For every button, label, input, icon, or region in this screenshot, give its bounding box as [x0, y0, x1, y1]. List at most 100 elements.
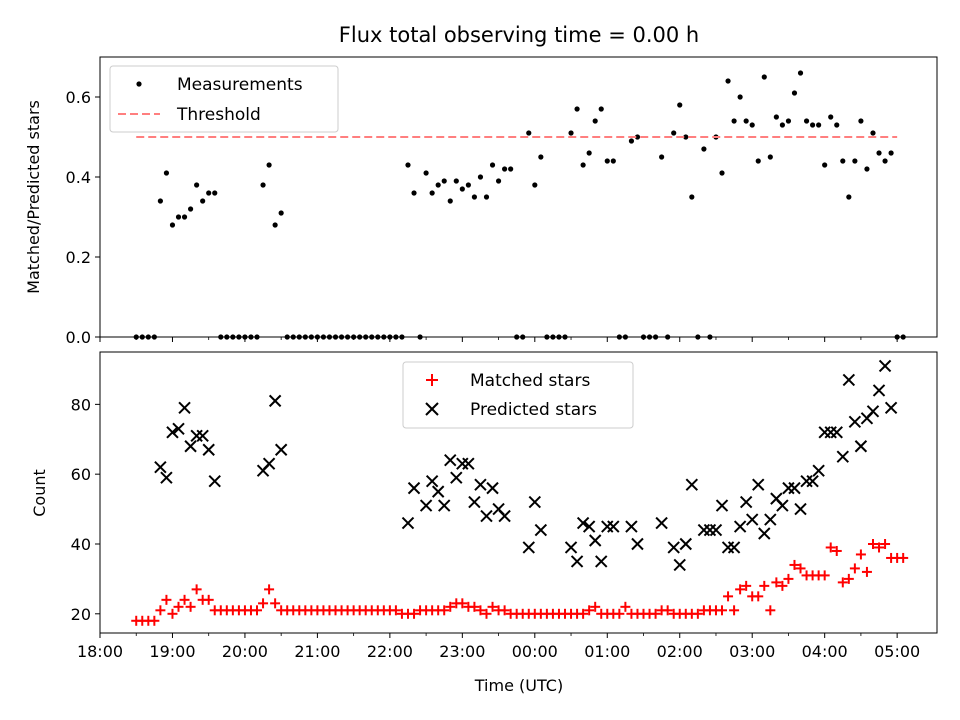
- measurement-point: [187, 206, 194, 212]
- predicted-stars-point: [528, 495, 542, 509]
- predicted-stars-point: [431, 485, 445, 498]
- x-tick-label: 01:00: [584, 642, 630, 661]
- measurement-point: [163, 170, 170, 176]
- top-legend: Measurements Threshold: [109, 65, 339, 133]
- predicted-stars-point: [667, 541, 680, 554]
- measurement-point: [194, 182, 200, 188]
- matched-stars-point: [855, 549, 866, 560]
- predicted-stars-point: [709, 523, 723, 537]
- top-legend-box: [109, 65, 339, 133]
- matched-stars-point: [445, 601, 456, 612]
- matched-stars-point: [390, 605, 401, 616]
- matched-stars-point: [499, 605, 510, 616]
- measurement-point: [761, 74, 767, 80]
- predicted-stars-point: [631, 537, 644, 551]
- measurement-point: [803, 118, 810, 124]
- bottom-legend-box: [402, 361, 634, 429]
- matched-stars-point: [167, 608, 178, 619]
- measurement-point: [453, 178, 459, 184]
- measurement-point: [791, 90, 798, 96]
- matched-stars-point: [759, 580, 770, 591]
- measurement-point: [592, 118, 598, 124]
- matched-stars-point: [765, 605, 776, 616]
- predicted-stars-point: [419, 499, 433, 512]
- measurement-point: [604, 158, 610, 164]
- measurement-point: [797, 70, 804, 76]
- predicted-stars-point: [830, 426, 843, 439]
- matched-stars-point: [777, 580, 788, 591]
- matched-stars-point: [723, 591, 734, 602]
- measurement-point: [489, 162, 496, 168]
- matched-stars-point: [861, 566, 872, 577]
- measurement-point: [683, 134, 689, 140]
- x-tick-label: 23:00: [439, 642, 485, 661]
- measurement-point: [441, 178, 447, 184]
- measurement-point: [659, 154, 665, 160]
- measurement-point: [580, 162, 586, 168]
- matched-stars-point: [191, 584, 202, 595]
- x-tick-label: 18:00: [77, 642, 123, 661]
- predicted-stars-point: [450, 471, 463, 484]
- matched-stars-point: [620, 601, 631, 612]
- measurement-point: [701, 146, 707, 152]
- predicted-stars-point: [812, 464, 825, 477]
- top-data-marks: [133, 70, 906, 340]
- measurement-point: [411, 190, 417, 196]
- measurement-point: [266, 162, 272, 168]
- predicted-stars-point: [854, 440, 868, 453]
- measurement-point: [773, 114, 779, 120]
- matched-stars-point: [692, 608, 703, 619]
- y-tick-label: 0.4: [66, 168, 91, 187]
- predicted-stars-point: [564, 541, 578, 554]
- y-tick-label: 20: [71, 605, 91, 624]
- matched-stars-point: [898, 552, 909, 563]
- predicted-stars-point: [438, 499, 451, 512]
- matched-stars-point: [173, 601, 184, 612]
- matched-stars-point: [409, 608, 420, 619]
- top-axes-frame: [99, 56, 938, 338]
- predicted-stars-point: [607, 520, 620, 533]
- measurement-point: [743, 118, 749, 124]
- predicted-stars-point: [746, 513, 759, 526]
- matched-stars-point: [880, 538, 891, 549]
- measurement-point: [477, 174, 484, 180]
- matched-stars-point: [874, 542, 885, 553]
- bottom-legend: Matched stars Predicted stars: [402, 361, 634, 429]
- measurement-point: [834, 122, 840, 128]
- matched-stars-point: [155, 605, 166, 616]
- matched-stars-point: [179, 594, 190, 605]
- y-tick-label: 0.2: [66, 248, 91, 267]
- measurement-point: [689, 194, 695, 200]
- measurement-point: [212, 190, 218, 196]
- predicted-stars-point: [474, 478, 487, 491]
- measurement-point: [858, 118, 864, 124]
- measurement-point: [767, 154, 773, 160]
- predicted-stars-point: [268, 394, 282, 408]
- y-tick-label: 60: [71, 465, 91, 484]
- predicted-stars-point: [776, 499, 789, 512]
- matched-stars-point: [729, 605, 740, 616]
- matched-stars-point: [475, 605, 486, 616]
- matched-stars-point: [578, 608, 589, 619]
- predicted-stars-point: [425, 474, 439, 488]
- predicted-stars-point: [208, 474, 221, 488]
- measurement-point: [260, 182, 266, 188]
- predicted-stars-point: [595, 555, 608, 568]
- measurement-point: [508, 166, 514, 172]
- matched-stars-point: [439, 605, 450, 616]
- measurement-point: [809, 122, 816, 128]
- predicted-stars-point: [806, 474, 819, 488]
- matched-stars-point: [252, 605, 263, 616]
- legend-label-measurements: Measurements: [177, 75, 303, 95]
- top-panel: Matched/Predicted stars 0.0 0.2 0.4 0.6 Mea…: [24, 56, 938, 347]
- predicted-stars-point: [878, 359, 892, 373]
- measurement-point: [610, 158, 616, 164]
- matched-stars-point: [185, 601, 196, 612]
- y-tick-label: 80: [71, 395, 91, 414]
- matched-stars-point: [849, 563, 860, 574]
- top-ylabel: Matched/Predicted stars: [24, 100, 43, 294]
- predicted-stars-point: [842, 373, 856, 387]
- matched-stars-point: [264, 584, 275, 595]
- predicted-stars-point: [788, 481, 801, 495]
- predicted-stars-point: [534, 523, 548, 537]
